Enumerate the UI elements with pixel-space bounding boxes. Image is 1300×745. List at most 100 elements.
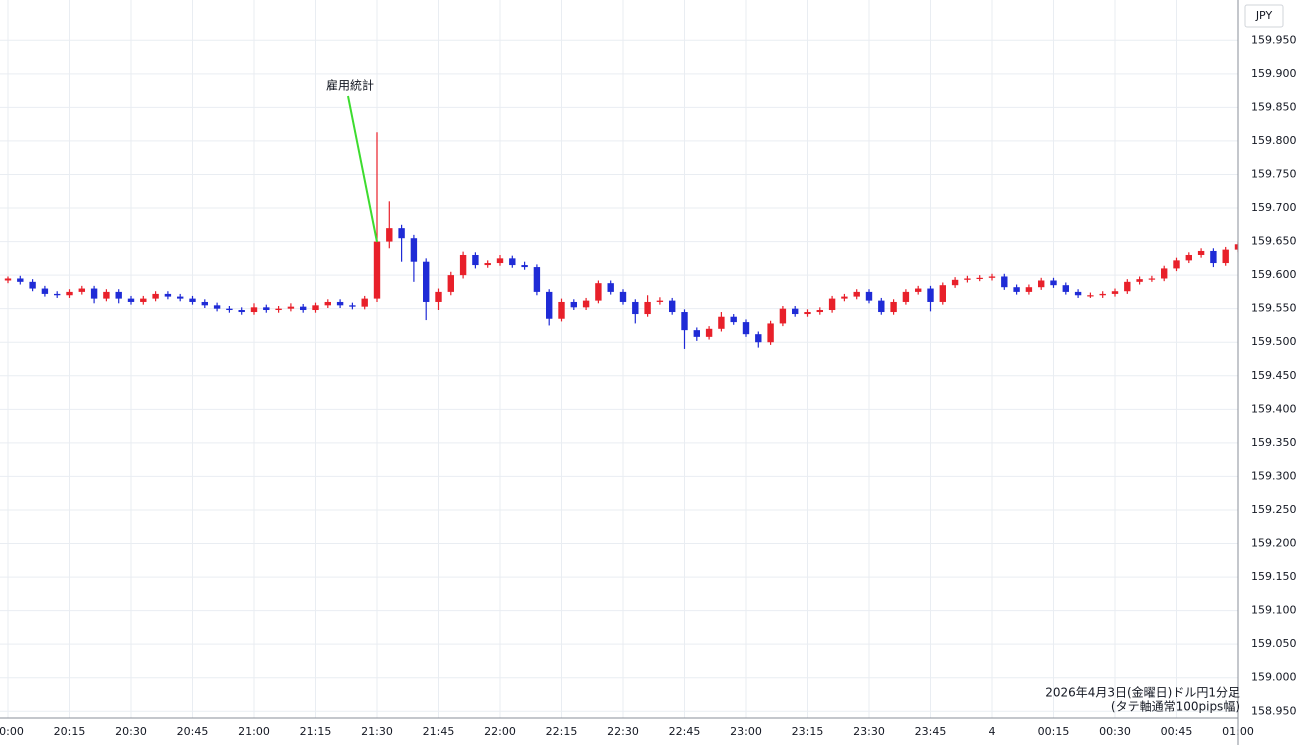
candle-body [1062, 285, 1069, 292]
candle-body [1025, 287, 1033, 292]
candle-body [582, 300, 590, 308]
candle-body [164, 293, 172, 297]
y-tick-label: 159.050 [1251, 637, 1297, 650]
y-tick-label: 159.450 [1251, 369, 1297, 382]
candle-body [1234, 244, 1238, 250]
candle-body [1161, 268, 1168, 279]
candle-body [853, 291, 860, 297]
candle-body [1099, 293, 1106, 296]
x-tick-label: 22:00 [484, 725, 516, 738]
candle-body [718, 316, 725, 329]
x-tick-label: 20:00 [0, 725, 24, 738]
x-axis: 20:00 20:15 20:30 20:45 21:00 21:15 21:30 21:45… [0, 725, 1254, 738]
x-tick-label: 23:30 [853, 725, 885, 738]
x-tick-label: 21:15 [300, 725, 332, 738]
candle-body [878, 300, 885, 313]
y-tick-label: 159.650 [1251, 235, 1297, 248]
y-tick-label: 159.700 [1251, 201, 1297, 214]
y-axis-label: JPY [1255, 9, 1273, 22]
candle-body [263, 307, 270, 311]
y-tick-label: 159.200 [1251, 537, 1297, 550]
candle-body [767, 323, 774, 343]
candle-body [386, 228, 393, 242]
y-tick-label: 159.600 [1251, 268, 1297, 281]
candle-body [189, 298, 196, 302]
candle-body [546, 291, 553, 319]
candle-body [988, 276, 996, 278]
x-tick-label: 20:30 [115, 725, 147, 738]
y-tick-label: 159.000 [1251, 671, 1297, 684]
candle-body [693, 330, 700, 337]
candle-body [1050, 280, 1057, 286]
candle-body [730, 316, 737, 323]
y-tick-label: 159.550 [1251, 302, 1297, 315]
candle-body [1197, 250, 1205, 255]
candle-body [890, 301, 897, 313]
candle-body [521, 265, 528, 268]
candle-body [472, 254, 479, 266]
candle-body [558, 301, 565, 319]
candle-body [927, 288, 934, 302]
candle-body [915, 288, 922, 292]
y-tick-label: 159.100 [1251, 604, 1297, 617]
candle-body [705, 328, 713, 337]
candle-body [373, 241, 381, 299]
candle-body [976, 277, 983, 280]
candle-body [792, 308, 799, 315]
y-tick-label: 159.850 [1251, 100, 1297, 113]
candle-body [484, 263, 491, 266]
candle-body [336, 301, 344, 306]
candle-body [804, 312, 811, 315]
candle-body [201, 301, 208, 306]
candle-body [90, 288, 98, 299]
candle-body [1173, 260, 1180, 269]
x-tick-label: 21:00 [238, 725, 270, 738]
candle-body [4, 278, 12, 281]
x-tick-label: 21:30 [361, 725, 393, 738]
candle-body [287, 306, 295, 309]
candle-body [755, 334, 762, 343]
candle-body [570, 301, 577, 308]
candle-body [1111, 291, 1119, 294]
candle-body [509, 258, 516, 266]
candle-body [1001, 276, 1008, 288]
caption-line: (タテ軸通常100pips幅) [1111, 699, 1240, 714]
candle-body [300, 306, 307, 311]
candle-body [816, 310, 823, 313]
candle-body [681, 312, 688, 331]
x-tick-label: 00:30 [1099, 725, 1131, 738]
x-tick-label: 20:15 [54, 725, 86, 738]
y-tick-label: 159.800 [1251, 134, 1297, 147]
candle-body [398, 228, 405, 239]
candle-body [324, 301, 331, 306]
annotation-pointer [347, 95, 378, 243]
candle-body [250, 307, 258, 313]
candle-body [423, 261, 430, 302]
candle-body [779, 308, 787, 324]
candle-body [1148, 278, 1156, 280]
candle-body [361, 298, 368, 307]
candle-body [619, 291, 627, 302]
candle-body [1074, 291, 1082, 296]
candle-body [742, 322, 750, 335]
x-tick-label: 23:45 [915, 725, 947, 738]
candle-body [435, 291, 442, 302]
x-tick-label: 23:15 [792, 725, 824, 738]
unit-box [1244, 4, 1284, 28]
y-tick-label: 159.500 [1251, 335, 1297, 348]
candle-body [841, 296, 848, 299]
candle-body [496, 258, 504, 264]
candle-body [213, 305, 221, 309]
y-tick-label: 159.900 [1251, 67, 1297, 80]
candle-body [865, 291, 873, 301]
candle-body [127, 298, 135, 302]
x-tick-label: 00:15 [1038, 725, 1070, 738]
candle-body [66, 291, 73, 296]
y-tick-label: 159.250 [1251, 503, 1297, 516]
candle-body [939, 285, 946, 302]
y-tick-label: 159.950 [1251, 33, 1297, 46]
x-tick-label: 22:15 [546, 725, 578, 738]
x-tick-label: 00:45 [1161, 725, 1193, 738]
candle-body [177, 296, 184, 299]
